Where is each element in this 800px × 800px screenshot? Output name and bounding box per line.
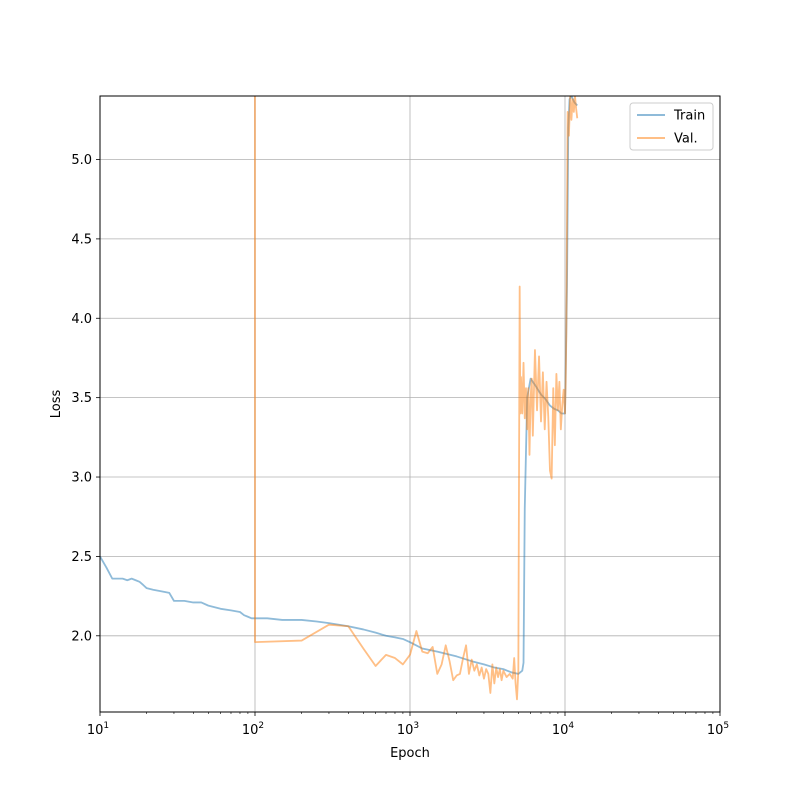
x-axis-label: Epoch <box>390 746 430 761</box>
series-line-val <box>254 96 579 701</box>
y-axis-label: Loss <box>49 390 64 419</box>
y-tick-label: 4.0 <box>71 312 92 327</box>
y-tick-label: 5.0 <box>71 153 92 168</box>
legend-label-train: Train <box>673 109 705 124</box>
y-tick-label: 2.0 <box>71 629 92 644</box>
y-tick-label: 3.5 <box>71 391 92 406</box>
y-tick-label: 4.5 <box>71 232 92 247</box>
y-tick-label: 3.0 <box>71 471 92 486</box>
y-tick-label: 2.5 <box>71 550 92 565</box>
series-lines <box>100 96 579 701</box>
legend: Train Val. <box>629 102 714 151</box>
legend-label-val: Val. <box>674 132 698 147</box>
